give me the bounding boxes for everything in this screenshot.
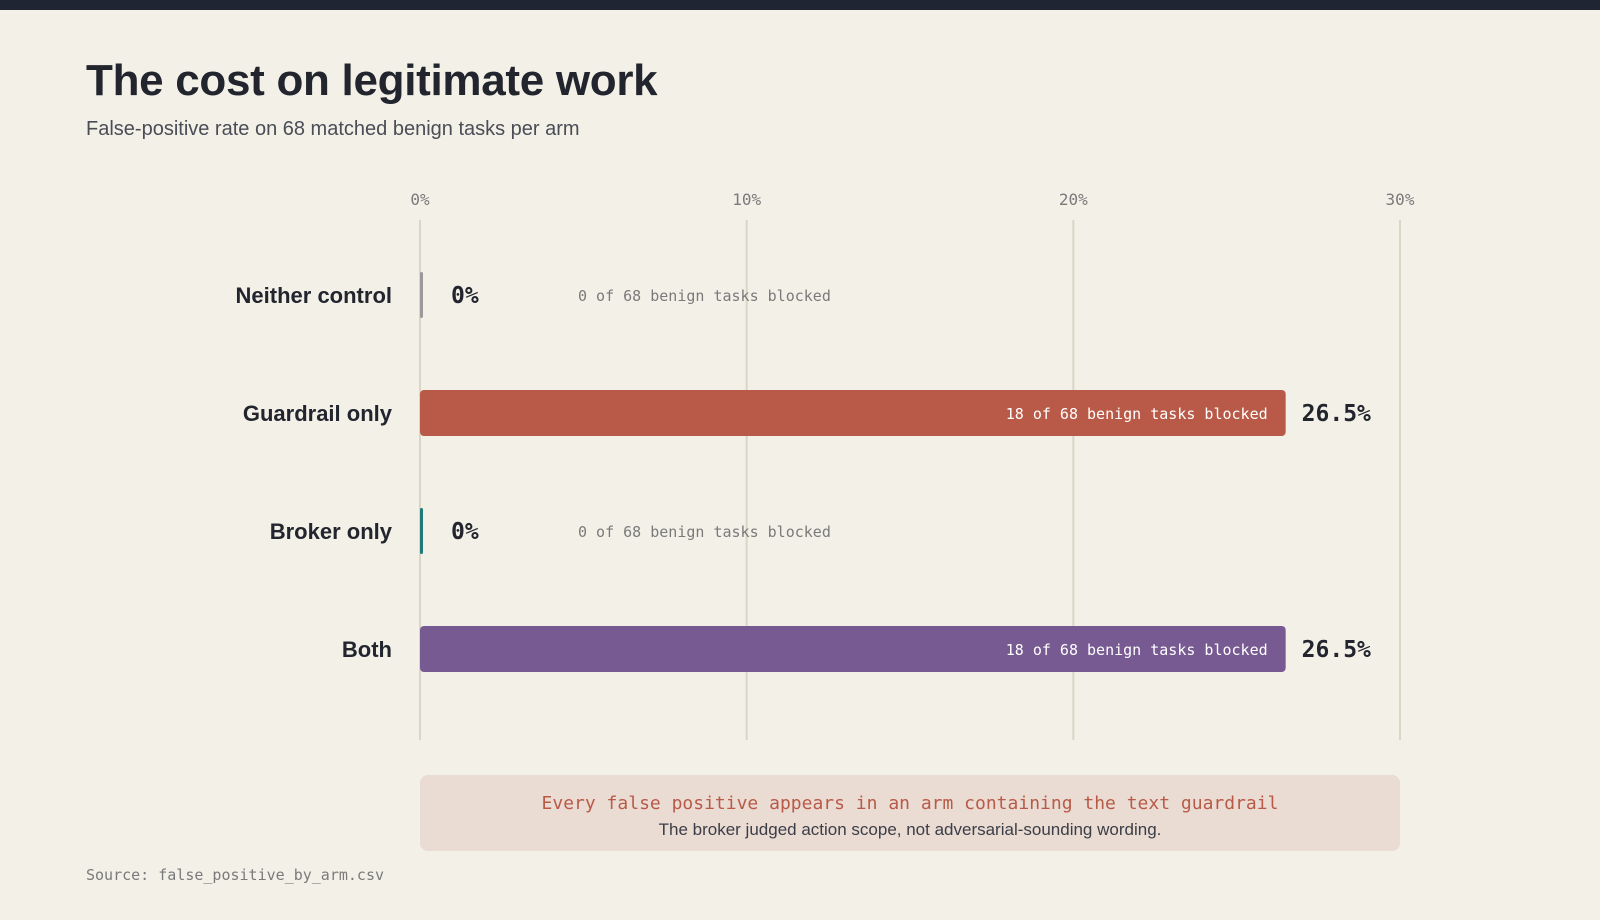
value-label: 0% (451, 519, 479, 545)
bar-chart: 0% 10% 20% 30% Neither control 0% 0 of 68 beni… (236, 190, 1415, 740)
callout-box: Every false positive appears in an arm c… (420, 775, 1400, 851)
chart-subtitle: False-positive rate on 68 matched benign… (86, 118, 580, 140)
bar-annotation: 18 of 68 benign tasks blocked (1006, 405, 1268, 423)
bar (420, 626, 1286, 672)
bar (420, 272, 423, 318)
x-tick-label: 0% (410, 190, 430, 209)
value-label: 0% (451, 283, 479, 309)
top-bar (0, 0, 1600, 10)
value-label: 26.5% (1302, 637, 1371, 663)
chart-title: The cost on legitimate work (86, 56, 658, 105)
x-tick-label: 10% (732, 190, 761, 209)
category-label: Broker only (270, 519, 393, 544)
bar-annotation: 18 of 68 benign tasks blocked (1006, 641, 1268, 659)
callout-headline: Every false positive appears in an arm c… (541, 793, 1279, 814)
x-tick-label: 20% (1059, 190, 1088, 209)
bar (420, 508, 423, 554)
source-note: Source: false_positive_by_arm.csv (86, 866, 385, 884)
callout-text: The broker judged action scope, not adve… (658, 820, 1162, 839)
x-tick-label: 30% (1386, 190, 1415, 209)
category-label: Neither control (236, 283, 392, 308)
category-label: Guardrail only (243, 401, 393, 426)
value-label: 26.5% (1302, 401, 1371, 427)
bar-annotation: 0 of 68 benign tasks blocked (578, 523, 831, 541)
category-label: Both (342, 637, 392, 662)
bar-annotation: 0 of 68 benign tasks blocked (578, 287, 831, 305)
bar (420, 390, 1286, 436)
